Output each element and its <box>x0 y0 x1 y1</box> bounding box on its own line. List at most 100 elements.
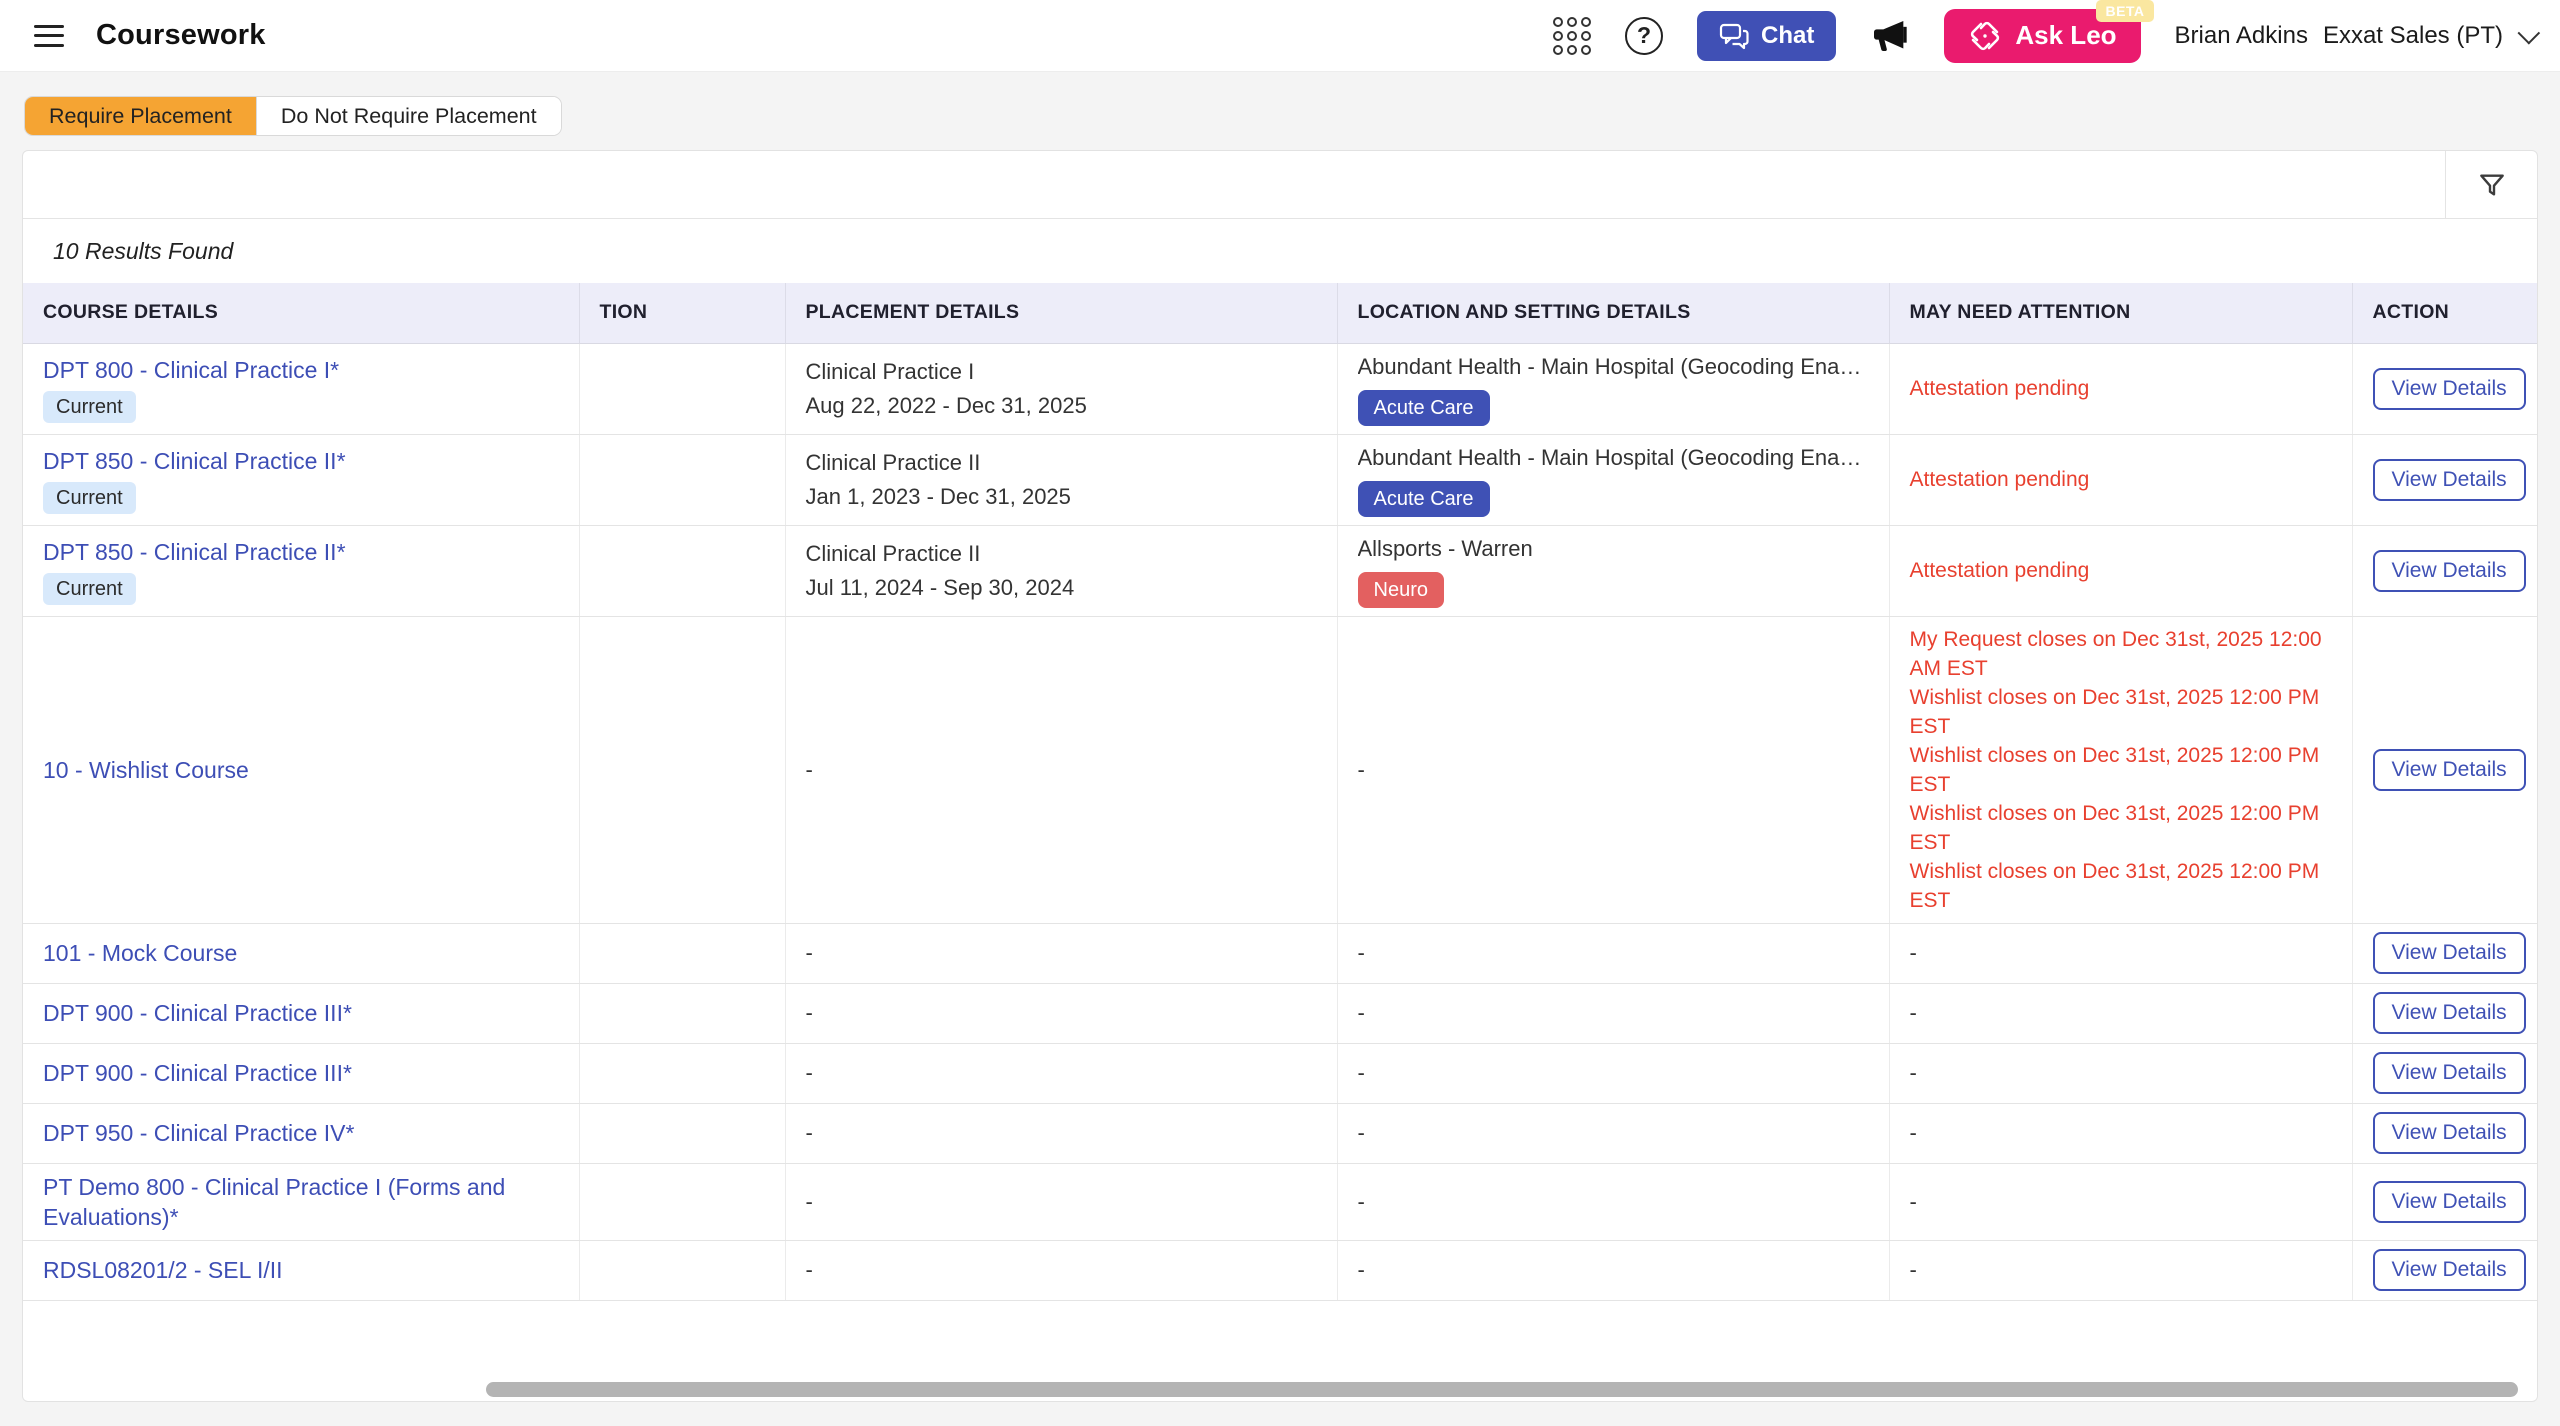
course-link[interactable]: RDSL08201/2 - SEL I/II <box>43 1255 283 1285</box>
action-cell: View Details <box>2352 1103 2537 1163</box>
attention-cell: - <box>1889 1043 2352 1103</box>
coursework-card: 10 Results Found COURSE DETAILS TION PLA… <box>22 150 2538 1402</box>
view-details-button[interactable]: View Details <box>2373 1112 2526 1154</box>
location-name: Abundant Health - Main Hospital (Geocodi… <box>1358 352 1869 382</box>
action-cell: View Details <box>2352 434 2537 525</box>
placement-details-cell: - <box>785 1043 1337 1103</box>
setting-badge: Acute Care <box>1358 390 1490 426</box>
tion-cell <box>579 1103 785 1163</box>
table-row: DPT 950 - Clinical Practice IV*---View D… <box>23 1103 2537 1163</box>
attention-cell: My Request closes on Dec 31st, 2025 12:0… <box>1889 616 2352 923</box>
course-details-cell: DPT 900 - Clinical Practice III* <box>23 1043 579 1103</box>
location-setting-cell: - <box>1337 1163 1889 1240</box>
table-header-row: COURSE DETAILS TION PLACEMENT DETAILS LO… <box>23 283 2537 343</box>
course-link[interactable]: PT Demo 800 - Clinical Practice I (Forms… <box>43 1172 559 1232</box>
results-row: 10 Results Found <box>23 219 2537 283</box>
tion-cell <box>579 923 785 983</box>
empty-value: - <box>806 1060 813 1085</box>
location-setting-cell: - <box>1337 1043 1889 1103</box>
empty-value: - <box>806 1120 813 1145</box>
ask-leo-button[interactable]: Ask Leo BETA <box>1944 9 2140 63</box>
status-badge: Current <box>43 391 136 423</box>
coursework-table: COURSE DETAILS TION PLACEMENT DETAILS LO… <box>23 283 2537 1301</box>
view-details-button[interactable]: View Details <box>2373 368 2526 410</box>
tion-cell <box>579 1163 785 1240</box>
placement-dates: Aug 22, 2022 - Dec 31, 2025 <box>806 391 1317 421</box>
location-setting-cell: - <box>1337 1103 1889 1163</box>
user-menu[interactable]: Brian Adkins Exxat Sales (PT) <box>2175 22 2534 50</box>
action-cell: View Details <box>2352 983 2537 1043</box>
course-details-cell: PT Demo 800 - Clinical Practice I (Forms… <box>23 1163 579 1240</box>
location-setting-cell: Abundant Health - Main Hospital (Geocodi… <box>1337 434 1889 525</box>
course-link[interactable]: DPT 900 - Clinical Practice III* <box>43 1058 352 1088</box>
table-row: DPT 850 - Clinical Practice II*CurrentCl… <box>23 434 2537 525</box>
empty-value: - <box>806 1189 813 1214</box>
col-may-need-attention: MAY NEED ATTENTION <box>1889 283 2352 343</box>
hamburger-menu-icon[interactable] <box>34 25 64 47</box>
chat-button[interactable]: Chat <box>1697 11 1836 61</box>
location-setting-cell: - <box>1337 983 1889 1043</box>
course-link[interactable]: DPT 900 - Clinical Practice III* <box>43 998 352 1028</box>
tion-cell <box>579 983 785 1043</box>
location-setting-cell: Abundant Health - Main Hospital (Geocodi… <box>1337 343 1889 434</box>
tab-do-not-require-placement[interactable]: Do Not Require Placement <box>256 97 561 135</box>
tab-require-placement[interactable]: Require Placement <box>25 97 256 135</box>
placement-details-cell: - <box>785 1163 1337 1240</box>
empty-value: - <box>1910 1257 1917 1282</box>
attention-message: Attestation pending <box>1910 374 2332 403</box>
results-count: 10 Results Found <box>53 238 233 265</box>
table-row: PT Demo 800 - Clinical Practice I (Forms… <box>23 1163 2537 1240</box>
course-link[interactable]: DPT 850 - Clinical Practice II* <box>43 446 346 476</box>
attention-cell: Attestation pending <box>1889 434 2352 525</box>
view-details-button[interactable]: View Details <box>2373 459 2526 501</box>
view-details-button[interactable]: View Details <box>2373 1249 2526 1291</box>
horizontal-scrollbar-thumb[interactable] <box>486 1382 2518 1397</box>
empty-value: - <box>1358 757 1365 782</box>
chevron-down-icon <box>2518 21 2541 44</box>
setting-badge: Neuro <box>1358 572 1444 608</box>
attention-cell: Attestation pending <box>1889 525 2352 616</box>
course-details-cell: 10 - Wishlist Course <box>23 616 579 923</box>
table-row: 10 - Wishlist Course - - My Request closes … <box>23 616 2537 923</box>
course-details-cell: DPT 850 - Clinical Practice II*Current <box>23 525 579 616</box>
empty-value: - <box>806 1000 813 1025</box>
view-details-button[interactable]: View Details <box>2373 1052 2526 1094</box>
view-details-button[interactable]: View Details <box>2373 749 2526 791</box>
location-name: Allsports - Warren <box>1358 534 1869 564</box>
view-details-button[interactable]: View Details <box>2373 992 2526 1034</box>
placement-details-cell: - <box>785 923 1337 983</box>
apps-grid-icon[interactable] <box>1553 17 1591 55</box>
course-link[interactable]: DPT 850 - Clinical Practice II* <box>43 537 346 567</box>
filter-button[interactable] <box>2445 151 2537 218</box>
location-setting-cell: - <box>1337 923 1889 983</box>
placement-details-cell: - <box>785 1240 1337 1300</box>
empty-value: - <box>1358 940 1365 965</box>
view-details-button[interactable]: View Details <box>2373 932 2526 974</box>
course-link[interactable]: 10 - Wishlist Course <box>43 755 249 785</box>
chat-button-label: Chat <box>1761 22 1814 50</box>
col-action: ACTION <box>2352 283 2537 343</box>
empty-value: - <box>1358 1120 1365 1145</box>
help-icon[interactable]: ? <box>1625 17 1663 55</box>
ask-leo-logo-icon <box>1968 19 2002 53</box>
location-name: Abundant Health - Main Hospital (Geocodi… <box>1358 443 1869 473</box>
tion-cell <box>579 1240 785 1300</box>
tion-cell <box>579 343 785 434</box>
megaphone-icon[interactable] <box>1870 16 1910 56</box>
tion-cell <box>579 434 785 525</box>
view-details-button[interactable]: View Details <box>2373 550 2526 592</box>
course-details-cell: DPT 850 - Clinical Practice II*Current <box>23 434 579 525</box>
table-body: DPT 800 - Clinical Practice I* Current Cli… <box>23 343 2537 1300</box>
filter-funnel-icon <box>2476 169 2508 201</box>
course-link[interactable]: DPT 950 - Clinical Practice IV* <box>43 1118 354 1148</box>
empty-value: - <box>806 757 813 782</box>
attention-message: Attestation pending <box>1910 556 2332 585</box>
course-link[interactable]: DPT 800 - Clinical Practice I* <box>43 355 339 385</box>
placement-details-cell: Clinical Practice IAug 22, 2022 - Dec 31… <box>785 343 1337 434</box>
view-details-button[interactable]: View Details <box>2373 1181 2526 1223</box>
course-link[interactable]: 101 - Mock Course <box>43 938 237 968</box>
table-row: DPT 900 - Clinical Practice III*---View … <box>23 983 2537 1043</box>
col-course-details: COURSE DETAILS <box>23 283 579 343</box>
action-cell: View Details <box>2352 1240 2537 1300</box>
course-details-cell: 101 - Mock Course <box>23 923 579 983</box>
